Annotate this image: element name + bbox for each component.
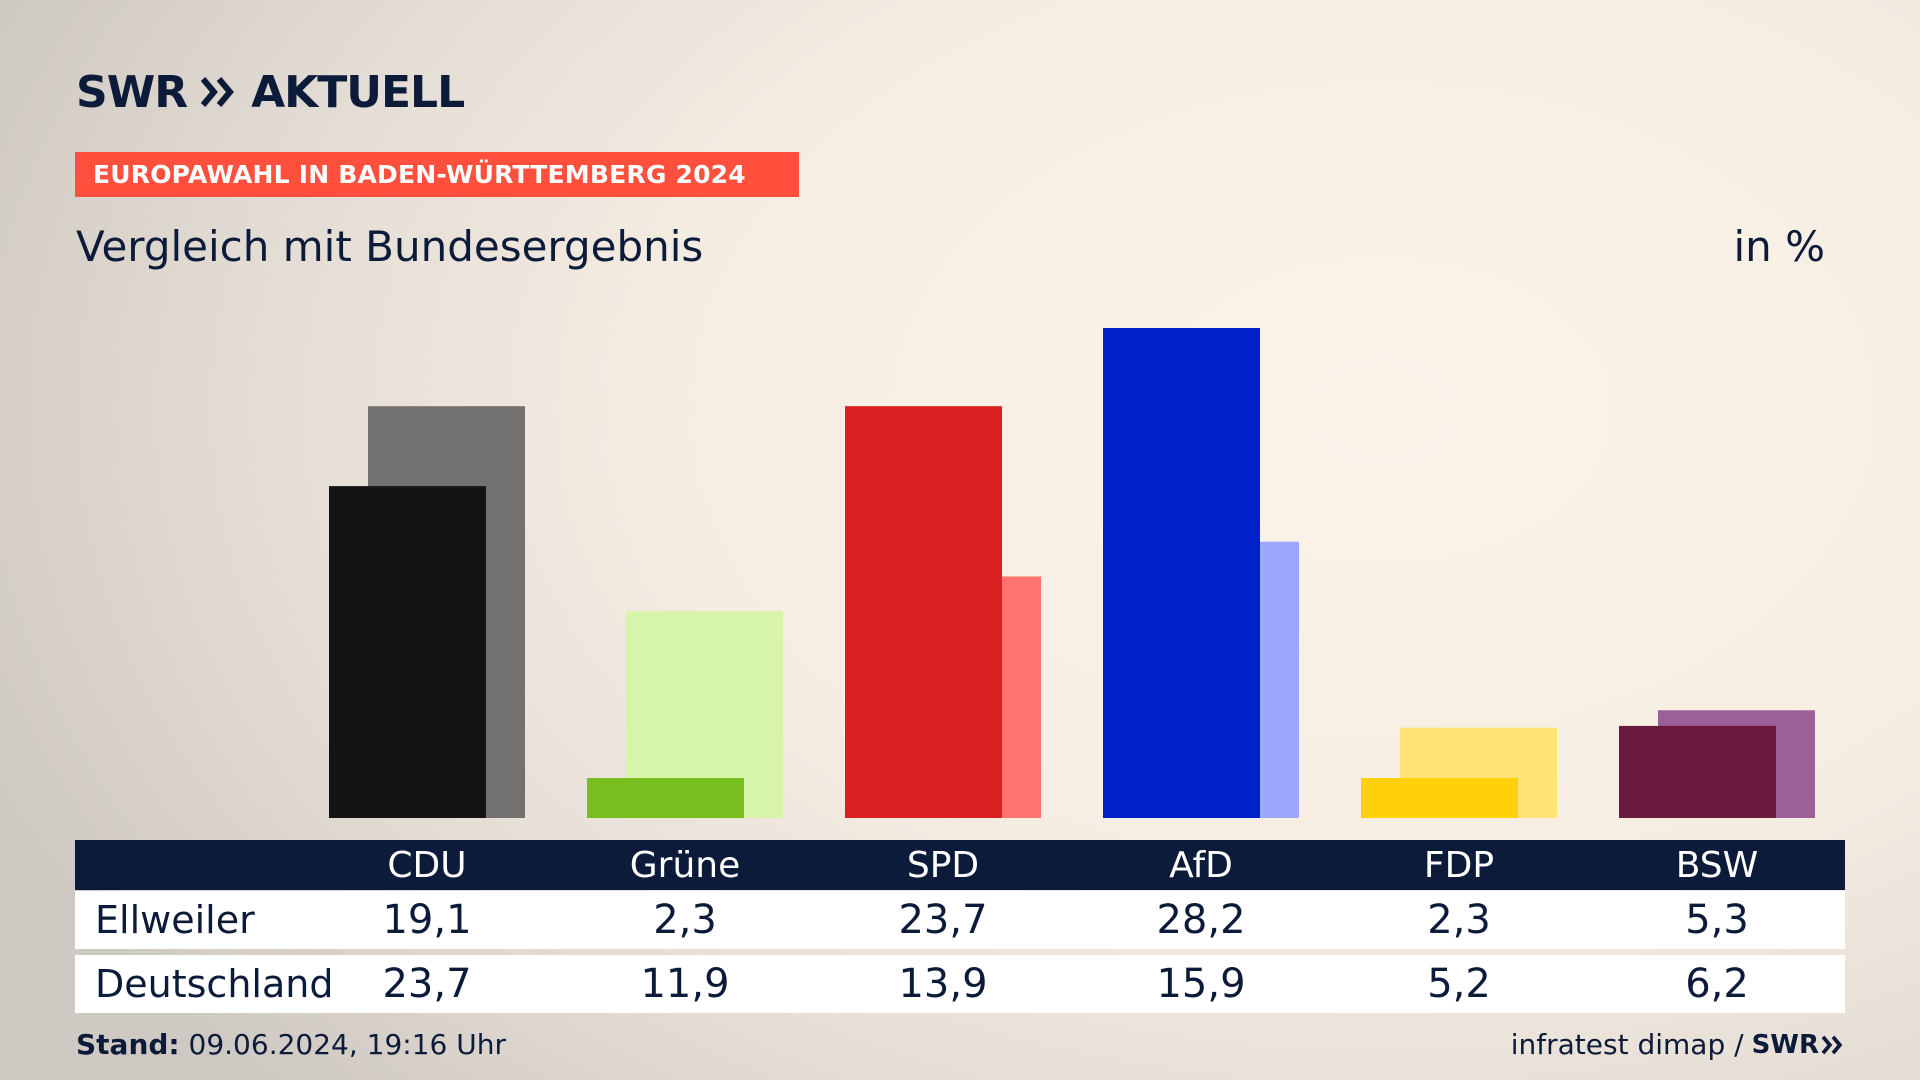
- row-label: Deutschland: [95, 962, 334, 1006]
- table-row-ellweiler: Ellweiler 19,1 2,3 23,7 28,2 2,3 5,3: [75, 891, 1845, 949]
- header-bsw: BSW: [1675, 844, 1759, 886]
- results-table: CDU Grüne SPD AfD FDP BSW Ellweiler 19,1 2,3 23…: [75, 840, 1845, 1013]
- bar-gruene-ellweiler: [587, 778, 744, 818]
- value-deutschland-fdp: 5,2: [1427, 961, 1491, 1007]
- bar-spd-ellweiler: [845, 406, 1002, 818]
- value-deutschland-afd: 15,9: [1156, 961, 1246, 1007]
- value-deutschland-bsw: 6,2: [1685, 961, 1749, 1007]
- double-chevron-icon: [1821, 1035, 1843, 1054]
- header-cdu: CDU: [387, 844, 467, 886]
- footer-source: infratest dimap / SWR: [1511, 1028, 1845, 1061]
- unit-label: in %: [1733, 222, 1825, 271]
- row-label: Ellweiler: [95, 898, 255, 942]
- header-fdp: FDP: [1423, 844, 1495, 886]
- table-row-deutschland: Deutschland 23,7 11,9 13,9 15,9 5,2 6,2: [75, 955, 1845, 1013]
- value-deutschland-gruene: 11,9: [640, 961, 730, 1007]
- value-deutschland-cdu: 23,7: [382, 961, 472, 1007]
- swr-aktuell-logo: SWR AKTUELL: [76, 66, 465, 118]
- table-header: CDU Grüne SPD AfD FDP BSW: [75, 840, 1845, 890]
- value-ellweiler-gruene: 2,3: [653, 897, 717, 943]
- header-afd: AfD: [1169, 844, 1233, 886]
- value-ellweiler-cdu: 19,1: [382, 897, 472, 943]
- bar-bsw-ellweiler: [1619, 725, 1776, 818]
- kicker-banner: EUROPAWAHL IN BADEN-WÜRTTEMBERG 2024: [75, 152, 799, 197]
- bar-afd-ellweiler: [1103, 328, 1260, 818]
- bar-cdu-ellweiler: [329, 486, 486, 818]
- value-ellweiler-fdp: 2,3: [1427, 897, 1491, 943]
- source-text: infratest dimap /: [1510, 1028, 1744, 1061]
- header-gruene: Grüne: [629, 844, 741, 886]
- footer-logo-text: SWR: [1751, 1029, 1819, 1060]
- bar-fdp-ellweiler: [1361, 778, 1518, 818]
- chart-title: Vergleich mit Bundesergebnis: [76, 222, 704, 271]
- stand-value: 09.06.2024, 19:16 Uhr: [188, 1028, 506, 1061]
- value-ellweiler-spd: 23,7: [898, 897, 988, 943]
- stand-label: Stand:: [76, 1028, 180, 1061]
- logo-swr-text: SWR: [76, 66, 188, 118]
- header-spd: SPD: [906, 844, 980, 886]
- value-ellweiler-afd: 28,2: [1156, 897, 1246, 943]
- double-chevron-icon: [201, 77, 235, 107]
- footer-swr-logo: SWR: [1752, 1030, 1845, 1060]
- logo-aktuell-text: AKTUELL: [251, 66, 465, 118]
- footer-stand: Stand: 09.06.2024, 19:16 Uhr: [76, 1028, 506, 1061]
- value-ellweiler-bsw: 5,3: [1685, 897, 1749, 943]
- value-deutschland-spd: 13,9: [898, 961, 988, 1007]
